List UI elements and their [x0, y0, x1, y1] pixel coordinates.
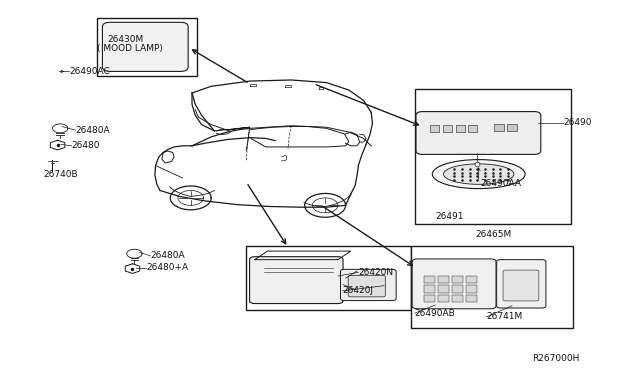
Bar [424, 276, 435, 283]
Text: 26740B: 26740B [44, 170, 78, 179]
Text: 26480+A: 26480+A [146, 263, 188, 272]
Bar [424, 285, 435, 293]
Ellipse shape [433, 160, 525, 189]
Bar [415, 89, 571, 224]
Bar [424, 295, 435, 302]
Bar [452, 276, 463, 283]
Text: 26490AA: 26490AA [480, 179, 521, 187]
Text: 26490AB: 26490AB [415, 309, 456, 318]
Text: 26480A: 26480A [76, 126, 110, 135]
Text: 26420J: 26420J [342, 286, 373, 295]
FancyBboxPatch shape [416, 112, 541, 154]
Text: 26430M: 26430M [108, 35, 144, 44]
FancyBboxPatch shape [340, 269, 396, 301]
Bar [466, 276, 477, 283]
Bar [411, 246, 573, 328]
FancyBboxPatch shape [102, 22, 188, 71]
Bar [438, 285, 449, 293]
Bar [507, 124, 517, 131]
Bar [97, 18, 197, 76]
FancyBboxPatch shape [497, 260, 546, 308]
Bar [438, 276, 449, 283]
Bar [466, 295, 477, 302]
Text: 26490: 26490 [563, 118, 592, 127]
Text: R267000H: R267000H [532, 355, 580, 363]
Bar [430, 125, 439, 132]
FancyBboxPatch shape [503, 270, 539, 301]
Text: 26465M: 26465M [475, 230, 511, 239]
Bar [452, 285, 463, 293]
Bar [443, 125, 452, 132]
FancyBboxPatch shape [348, 275, 385, 297]
FancyBboxPatch shape [250, 257, 343, 304]
Text: 26420N: 26420N [358, 268, 394, 277]
Bar [494, 124, 504, 131]
Bar [246, 246, 411, 310]
Bar [468, 125, 477, 132]
FancyBboxPatch shape [412, 259, 496, 309]
Bar [466, 285, 477, 293]
Text: 26480A: 26480A [150, 251, 185, 260]
Bar [438, 295, 449, 302]
Text: 26491: 26491 [435, 212, 464, 221]
Text: ( MOOD LAMP): ( MOOD LAMP) [97, 44, 163, 53]
Text: 26490AC: 26490AC [69, 67, 110, 76]
Bar [456, 125, 465, 132]
Text: 26741M: 26741M [486, 312, 523, 321]
Ellipse shape [444, 164, 514, 185]
Text: 26480: 26480 [72, 141, 100, 150]
Bar [452, 295, 463, 302]
